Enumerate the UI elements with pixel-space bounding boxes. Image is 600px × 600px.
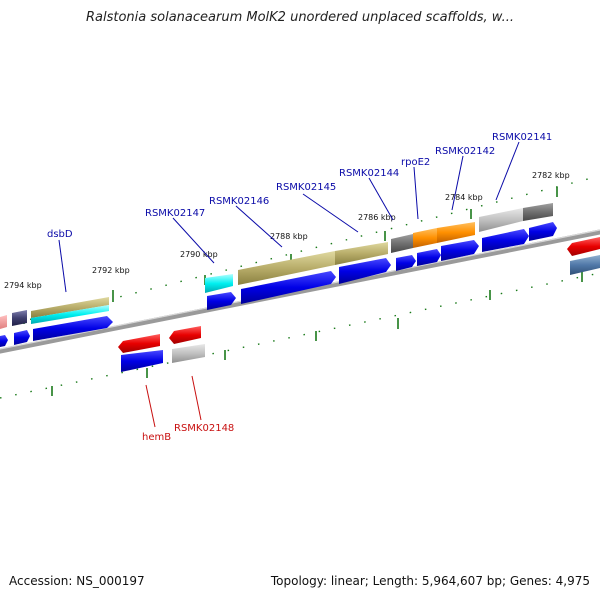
category-blocks-forward	[0, 203, 553, 329]
gene-labels-forward: RSMK02141 RSMK02142 rpoE2 RSMK02144 RSMK…	[47, 132, 552, 240]
scale-label: 2788 kbp	[270, 232, 308, 241]
scale-label: 2790 kbp	[180, 250, 218, 259]
label-leader-lines	[58, 141, 520, 293]
gene-label[interactable]: RSMK02145	[276, 182, 336, 193]
category-block	[12, 310, 27, 326]
lower-scale-track	[0, 272, 600, 399]
gene-label[interactable]: RSMK02146	[209, 196, 269, 207]
gene-label[interactable]: dsbD	[47, 229, 73, 240]
category-block	[479, 208, 523, 232]
gene-arrow-forward	[529, 222, 557, 241]
map-title: Ralstonia solanacearum MolK2 unordered u…	[85, 10, 514, 25]
label-leader-lines-bottom	[145, 375, 202, 428]
forward-genes[interactable]	[0, 222, 557, 347]
category-block	[570, 255, 600, 275]
gene-arrow-reverse	[567, 237, 600, 256]
gene-arrow-forward	[441, 240, 479, 261]
topology-text: Topology: linear; Length: 5,964,607 bp; …	[270, 574, 590, 588]
gene-label[interactable]: rpoE2	[401, 157, 430, 168]
scale-label: 2782 kbp	[532, 171, 570, 180]
reverse-genes[interactable]	[118, 326, 205, 372]
gene-label[interactable]: hemB	[142, 432, 171, 443]
gene-arrow-forward	[14, 330, 30, 345]
category-block	[0, 315, 7, 329]
scale-label: 2784 kbp	[445, 193, 483, 202]
gene-arrow-forward	[396, 255, 416, 271]
category-block	[31, 297, 109, 318]
category-block	[391, 234, 413, 253]
gene-arrow-forward	[0, 335, 8, 347]
gene-arrow-forward	[33, 316, 113, 341]
scale-labels: 2782 kbp 2784 kbp 2786 kbp 2788 kbp 2790…	[4, 171, 570, 290]
gene-arrow-forward	[339, 258, 391, 284]
gene-arrow-reverse	[118, 334, 160, 353]
gene-label[interactable]: RSMK02144	[339, 168, 399, 179]
scale-label: 2792 kbp	[92, 266, 130, 275]
gene-arrow-forward	[241, 271, 336, 304]
gene-label[interactable]: RSMK02148	[174, 423, 234, 434]
category-block	[335, 242, 388, 265]
scale-label: 2794 kbp	[4, 281, 42, 290]
category-block	[413, 228, 437, 248]
category-block	[205, 274, 233, 293]
gene-arrow-forward	[207, 292, 236, 310]
gene-arrow-forward	[482, 229, 529, 252]
category-block	[121, 350, 163, 372]
category-block	[172, 344, 205, 363]
gene-arrow-reverse	[169, 326, 201, 344]
gene-labels-reverse: hemB RSMK02148	[142, 423, 234, 443]
gene-label[interactable]: RSMK02141	[492, 132, 552, 143]
accession-text: Accession: NS_000197	[9, 574, 145, 588]
reverse-genes-right[interactable]	[567, 237, 600, 275]
category-block	[523, 203, 553, 221]
gene-label[interactable]: RSMK02147	[145, 208, 205, 219]
gene-arrow-forward	[417, 249, 441, 266]
category-block	[437, 222, 475, 243]
gene-label[interactable]: RSMK02142	[435, 146, 495, 157]
category-block	[238, 251, 335, 285]
category-block	[31, 305, 109, 324]
scale-label: 2786 kbp	[358, 213, 396, 222]
